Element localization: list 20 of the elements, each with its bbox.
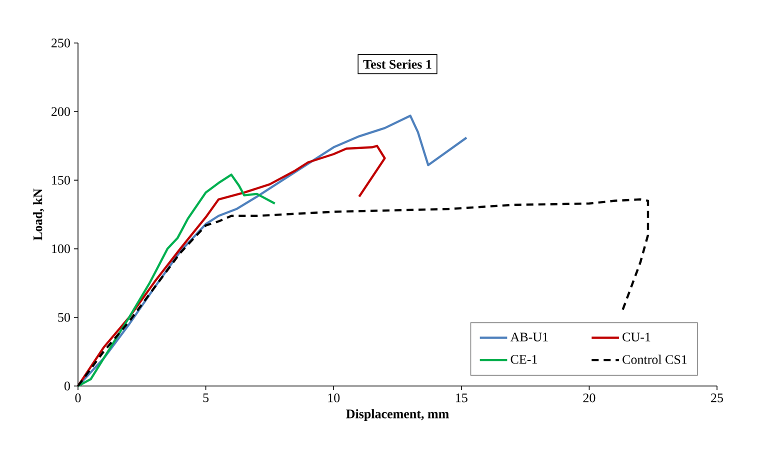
y-tick-label: 200 (52, 107, 70, 116)
x-tick-label: 20 (583, 394, 596, 402)
x-tick-label: 10 (328, 394, 340, 402)
legend-label: CE-1 (510, 354, 537, 364)
y-tick-label: 250 (52, 38, 70, 48)
x-tick-label: 15 (456, 394, 468, 402)
legend-label: AB-U1 (510, 332, 548, 342)
y-tick-label: 150 (52, 176, 70, 185)
line-series (76, 174, 276, 388)
x-tick-label: 0 (75, 394, 81, 402)
legend-label: CU-1 (622, 332, 650, 342)
x-axis-title: Displacement, mm (346, 409, 449, 421)
x-tick-label: 25 (711, 394, 723, 402)
y-tick-label: 100 (52, 244, 70, 254)
x-tick-label: 5 (203, 394, 209, 402)
y-tick-label: 0 (64, 382, 70, 390)
y-tick-label: 50 (58, 313, 70, 322)
text: Test Series 1 (363, 60, 432, 69)
legend-label: Control CS1 (622, 354, 687, 364)
y-axis-title: Load, kN (33, 188, 44, 240)
